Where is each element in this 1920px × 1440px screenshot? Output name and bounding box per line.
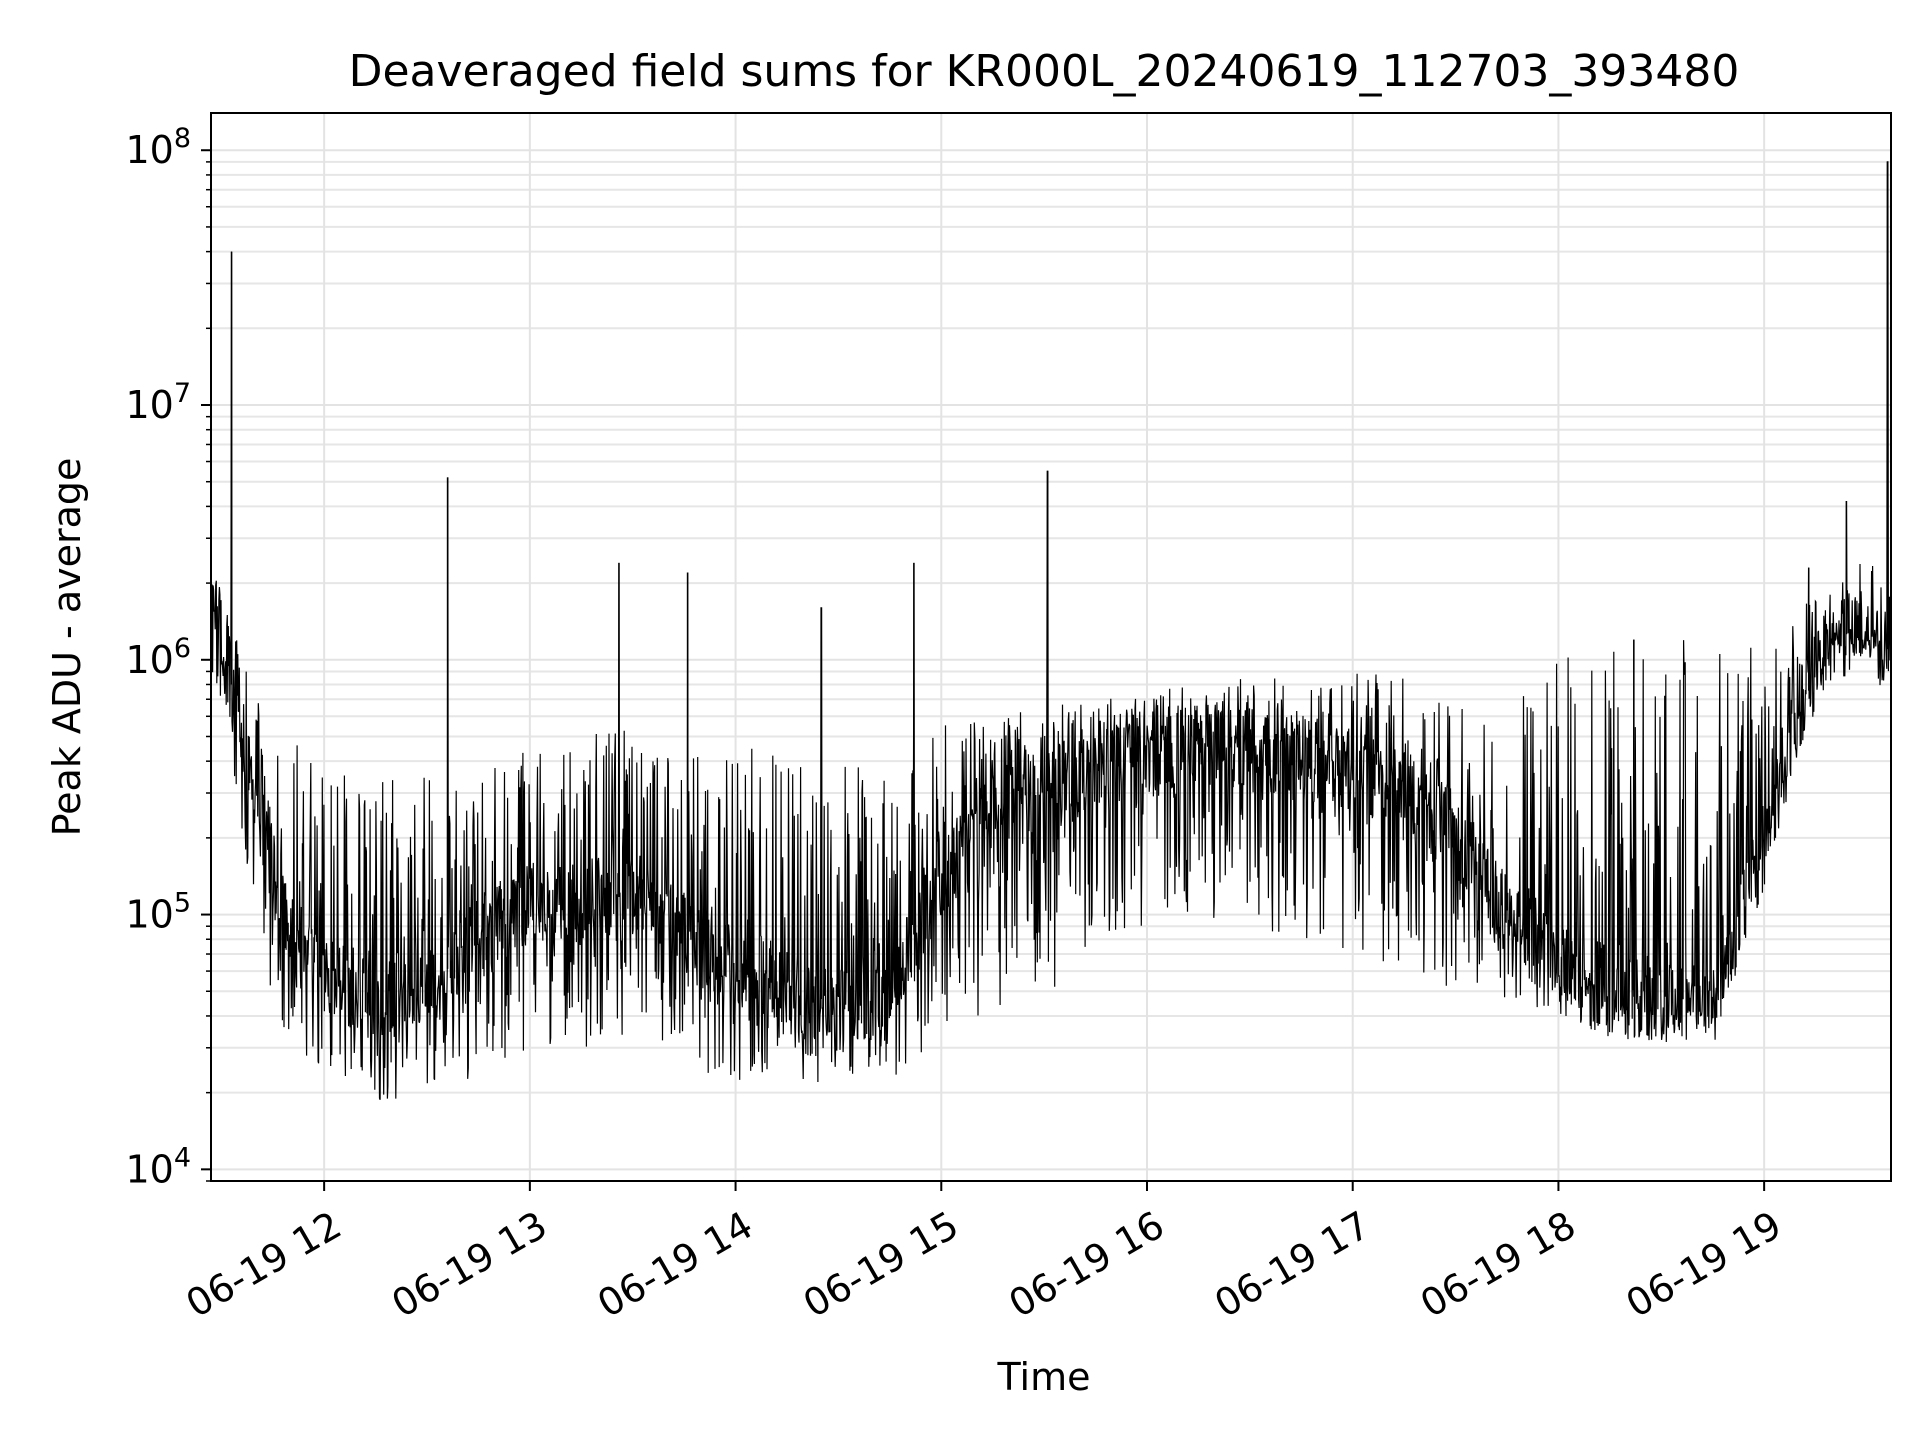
chart-title: Deaveraged field sums for KR000L_2024061… <box>349 46 1740 97</box>
y-tick-exponent: 4 <box>174 1142 191 1173</box>
plot-data <box>210 161 1892 1101</box>
y-tick-label: 106 <box>125 633 191 682</box>
y-tick-exponent: 6 <box>174 633 191 664</box>
x-axis-label: Time <box>997 1355 1091 1399</box>
y-tick-base: 10 <box>125 128 173 172</box>
y-tick-exponent: 7 <box>174 378 191 409</box>
plot-frame <box>210 112 1892 1182</box>
y-tick-label: 107 <box>125 378 191 427</box>
y-tick-base: 10 <box>125 638 173 682</box>
y-tick-label: 104 <box>125 1142 191 1191</box>
y-tick-label: 105 <box>125 888 191 937</box>
y-tick-base: 10 <box>125 383 173 427</box>
y-tick-exponent: 8 <box>174 123 191 154</box>
series-line <box>210 161 1892 1101</box>
y-tick-base: 10 <box>125 893 173 937</box>
y-tick-label: 108 <box>125 123 191 172</box>
y-tick-base: 10 <box>125 1147 173 1191</box>
y-tick-exponent: 5 <box>174 888 191 919</box>
y-axis-label: Peak ADU - average <box>45 458 89 837</box>
